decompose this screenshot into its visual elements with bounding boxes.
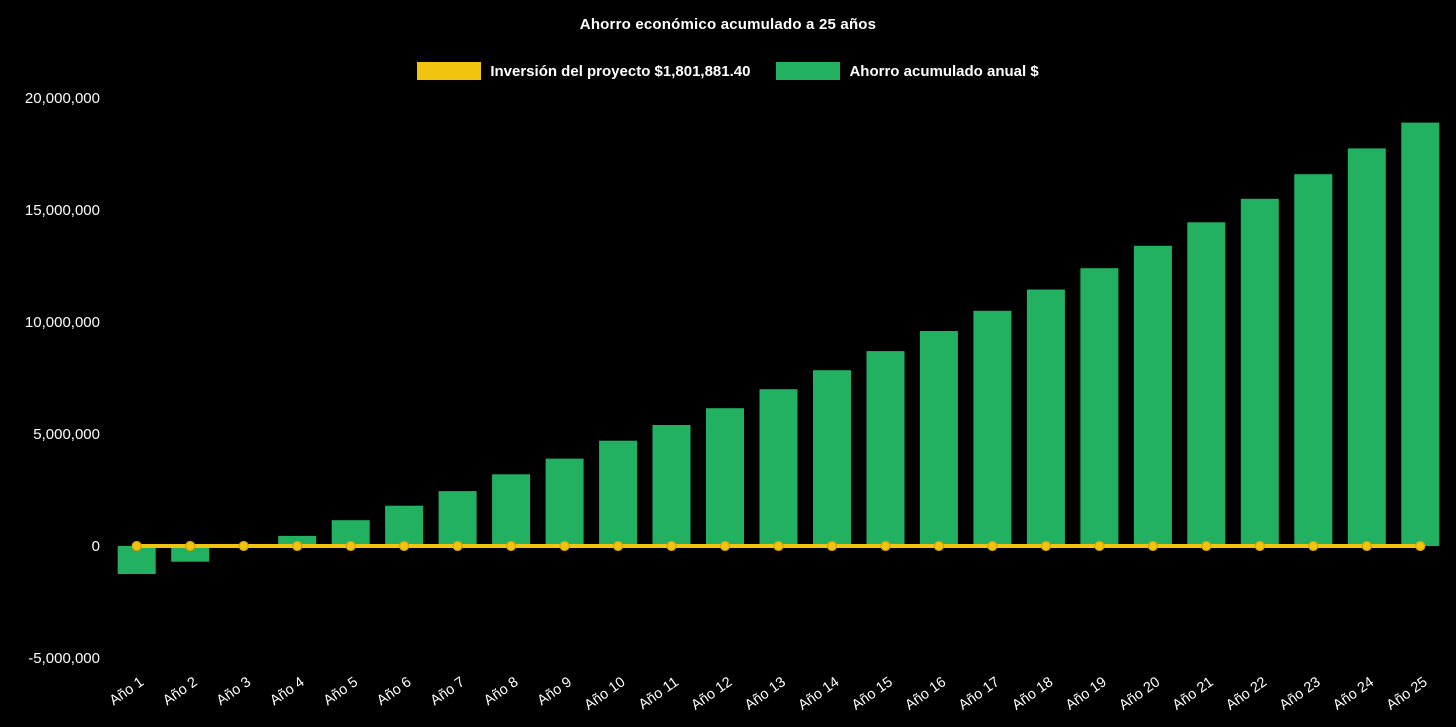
legend: Inversión del proyecto $1,801,881.40 Aho… xyxy=(0,62,1456,80)
x-tick-label-23: Año 23 xyxy=(1277,674,1324,713)
investment-legend-label: Inversión del proyecto $1,801,881.40 xyxy=(490,62,751,80)
x-tick-label-21: Año 21 xyxy=(1170,674,1217,713)
savings-bar-12 xyxy=(706,408,744,546)
investment-line-marker-18 xyxy=(1040,540,1052,552)
x-tick-label-11: Año 11 xyxy=(636,674,682,713)
x-tick-label-2: Año 2 xyxy=(160,674,200,709)
savings-bar-10 xyxy=(599,440,638,546)
y-tick-label: 0 xyxy=(92,538,100,555)
legend-item-investment[interactable]: Inversión del proyecto $1,801,881.40 xyxy=(417,62,750,80)
x-tick-label-14: Año 14 xyxy=(795,674,842,713)
x-tick-label-10: Año 10 xyxy=(582,674,629,713)
x-tick-label-8: Año 8 xyxy=(481,674,521,709)
x-tick-label-22: Año 22 xyxy=(1223,674,1270,713)
savings-bar-13 xyxy=(759,389,798,546)
y-tick-label: 20,000,000 xyxy=(25,90,100,107)
investment-line-marker-15 xyxy=(880,540,891,552)
savings-swatch xyxy=(776,62,841,80)
investment-line-marker-21 xyxy=(1201,540,1212,552)
y-tick-label: 10,000,000 xyxy=(25,314,100,331)
investment-line-marker-25 xyxy=(1415,540,1426,552)
x-tick-label-12: Año 12 xyxy=(688,674,735,713)
x-tick-label-20: Año 20 xyxy=(1116,674,1163,713)
x-tick-label-16: Año 16 xyxy=(902,674,949,713)
investment-line-marker-7 xyxy=(452,540,463,552)
savings-bar-21 xyxy=(1187,222,1226,547)
investment-line-marker-19 xyxy=(1094,540,1105,552)
investment-line-marker-3 xyxy=(238,540,249,552)
savings-bar-17 xyxy=(973,310,1012,546)
savings-bar-18 xyxy=(1026,289,1065,546)
savings-bar-16 xyxy=(919,331,958,546)
y-tick-label: 15,000,000 xyxy=(25,202,100,219)
x-tick-label-6: Año 6 xyxy=(374,674,414,709)
investment-line-marker-12 xyxy=(719,540,731,552)
x-tick-label-24: Año 24 xyxy=(1330,674,1377,713)
investment-line-marker-6 xyxy=(399,540,410,552)
x-tick-label-9: Año 9 xyxy=(535,674,575,709)
investment-line-marker-17 xyxy=(987,540,998,552)
x-tick-label-15: Año 15 xyxy=(849,674,896,713)
savings-bar-8 xyxy=(492,474,531,546)
investment-line-marker-2 xyxy=(185,540,196,552)
investment-line-marker-8 xyxy=(506,540,517,552)
savings-bar-7 xyxy=(438,491,477,546)
investment-line-marker-9 xyxy=(559,540,570,552)
investment-line-marker-4 xyxy=(292,540,303,552)
savings-bar-11 xyxy=(652,425,691,546)
investment-line-marker-16 xyxy=(933,540,945,552)
savings-bar-9 xyxy=(545,458,584,546)
chart-title: Ahorro económico acumulado a 25 años xyxy=(579,16,877,33)
x-tick-label-1: Año 1 xyxy=(107,674,147,709)
x-tick-label-13: Año 13 xyxy=(742,674,789,713)
savings-bar-23 xyxy=(1294,174,1333,546)
investment-line-marker-20 xyxy=(1147,540,1159,552)
investment-line-marker-14 xyxy=(826,540,838,552)
investment-line-marker-11 xyxy=(666,540,677,552)
savings-legend-label: Ahorro acumulado anual $ xyxy=(849,62,1039,80)
x-tick-label-7: Año 7 xyxy=(428,674,468,709)
investment-line-marker-5 xyxy=(345,540,356,552)
savings-bar-20 xyxy=(1133,245,1172,547)
savings-bar-22 xyxy=(1240,198,1279,547)
x-tick-label-17: Año 17 xyxy=(956,674,1003,713)
x-tick-label-19: Año 19 xyxy=(1063,674,1110,713)
chart-plot-area: 20,000,000 15,000,000 10,000,000 5,000,000 0… xyxy=(25,90,1440,714)
savings-bar-24 xyxy=(1347,148,1386,546)
savings-bar-19 xyxy=(1080,268,1119,546)
legend-item-savings[interactable]: Ahorro acumulado anual $ xyxy=(776,62,1039,80)
x-tick-label-5: Año 5 xyxy=(321,674,361,709)
savings-bar-2 xyxy=(171,546,210,562)
x-tick-label-18: Año 18 xyxy=(1009,674,1056,713)
x-tick-label-4: Año 4 xyxy=(267,674,307,709)
investment-line-marker-13 xyxy=(773,540,784,552)
x-tick-label-3: Año 3 xyxy=(214,674,254,709)
y-tick-label: -5,000,000 xyxy=(28,650,100,667)
savings-bar-14 xyxy=(813,370,851,546)
investment-line-marker-1 xyxy=(131,540,142,552)
investment-line-marker-22 xyxy=(1254,540,1265,552)
investment-line-marker-23 xyxy=(1308,540,1319,552)
investment-line-marker-24 xyxy=(1361,540,1372,552)
investment-line-marker-10 xyxy=(612,540,624,552)
savings-bar-25 xyxy=(1401,122,1440,546)
investment-swatch xyxy=(417,62,482,80)
y-tick-label: 5,000,000 xyxy=(33,426,100,443)
savings-bar-6 xyxy=(385,505,424,546)
x-tick-label-25: Año 25 xyxy=(1384,674,1431,713)
savings-bar-15 xyxy=(866,351,905,546)
